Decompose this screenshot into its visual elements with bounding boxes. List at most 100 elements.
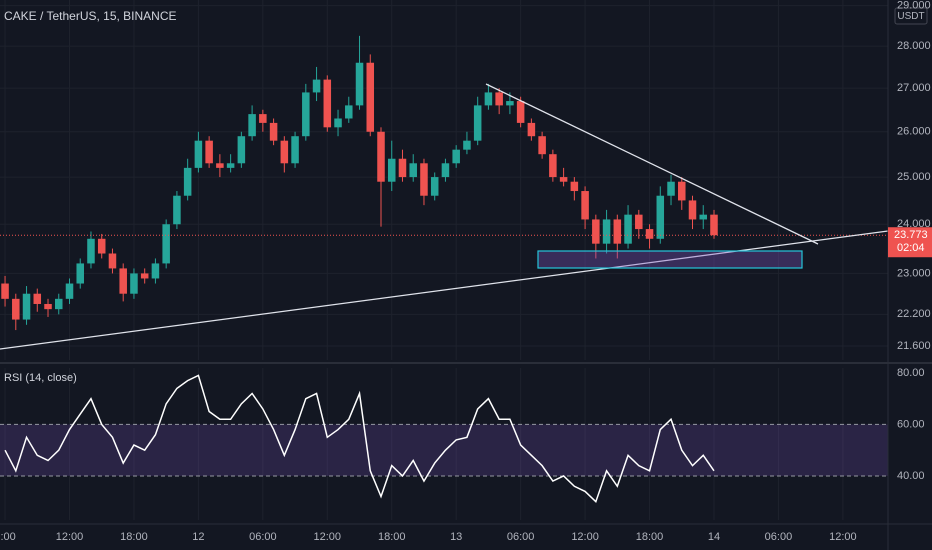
last-price-box [888, 227, 932, 258]
currency-label: USDT [897, 11, 924, 22]
x-tick-label: 6:00 [0, 531, 16, 543]
candle-body [484, 92, 493, 106]
candle-body [366, 62, 375, 132]
y-tick-label: 40.00 [897, 470, 925, 482]
candle-body [559, 177, 568, 182]
candle-body [226, 163, 235, 168]
grid [0, 0, 888, 520]
support-zone[interactable] [537, 250, 803, 269]
candle-body [33, 293, 42, 304]
y-tick-label: 27.000 [897, 82, 931, 94]
y-tick-label: 28.000 [897, 40, 931, 52]
x-tick-label: 18:00 [636, 531, 664, 543]
candle-body [12, 298, 20, 320]
candle-body [173, 195, 181, 225]
candle-body [538, 136, 546, 155]
rsi-line [4, 374, 715, 504]
x-tick-label: 12 [192, 531, 204, 543]
candle-body [656, 195, 665, 239]
candle-body [420, 163, 428, 196]
candle-body [323, 79, 332, 128]
candle-body [645, 229, 654, 239]
candle-body [345, 105, 353, 119]
candle-body [119, 268, 127, 294]
candle-body [527, 122, 536, 137]
candle-body [280, 140, 289, 164]
candle-body [581, 191, 589, 220]
y-tick-label: 24.000 [897, 218, 931, 230]
candle-body [441, 163, 450, 178]
candle-body [65, 283, 74, 299]
candle-body [387, 158, 396, 182]
candle-body [602, 219, 611, 244]
candle-body [108, 253, 117, 269]
candle-body [22, 293, 31, 320]
candle-body [312, 79, 321, 93]
candle-body [302, 92, 310, 137]
candle-body [398, 158, 407, 178]
candle-body [291, 136, 299, 164]
x-tick-label: 14 [708, 531, 720, 543]
x-tick-label: 06:00 [249, 531, 277, 543]
candle-body [1, 283, 9, 299]
candle-body [624, 214, 632, 244]
candle-body [549, 154, 557, 178]
candle-body [667, 181, 675, 196]
candle-body [151, 263, 160, 279]
marks [0, 35, 888, 504]
countdown-label: 02:04 [897, 242, 925, 254]
chart-title: CAKE / TetherUS, 15, BINANCE [4, 9, 177, 23]
x-tick-label: 12:00 [56, 531, 84, 543]
x-tick-label: 06:00 [765, 531, 793, 543]
x-tick-label: 12:00 [314, 531, 342, 543]
candle-body [248, 114, 256, 137]
candle-body [140, 273, 149, 279]
candle-body [130, 273, 138, 294]
candle-body [54, 298, 63, 310]
x-tick-label: 18:00 [378, 531, 406, 543]
y-tick-label: 22.200 [897, 308, 931, 320]
candle-body [678, 181, 686, 201]
y-tick-label: 80.00 [897, 367, 925, 379]
candle-body [259, 114, 267, 123]
candle-body [613, 219, 622, 244]
candle-body [409, 163, 417, 178]
candle-body [506, 101, 514, 106]
candle-body [516, 101, 525, 123]
candle-body [334, 118, 342, 128]
candle-body [44, 303, 52, 310]
candle-body [269, 122, 278, 141]
candle-body [473, 105, 482, 141]
x-tick-label: 13 [450, 531, 462, 543]
candle-body [635, 214, 643, 230]
candle-body [237, 136, 246, 164]
candle-body [592, 219, 600, 244]
x-tick-label: 18:00 [120, 531, 148, 543]
candle-body [430, 177, 439, 196]
currency-box[interactable] [894, 7, 928, 25]
candle-body [97, 238, 106, 254]
candle-body [355, 62, 364, 106]
candle-body [495, 92, 503, 106]
y-tick-label: 21.600 [897, 340, 931, 352]
candle-body [216, 163, 224, 168]
last-price-label: 23.773 [894, 229, 928, 241]
trend-line[interactable] [485, 83, 819, 245]
y-tick-label: 23.000 [897, 267, 931, 279]
candle-body [699, 214, 708, 220]
candle-body [76, 263, 84, 284]
rsi-band [0, 424, 888, 476]
candle-body [183, 167, 192, 196]
x-tick-label: 12:00 [571, 531, 599, 543]
x-tick-label: 12:00 [829, 531, 857, 543]
candle-body [688, 200, 697, 220]
y-tick-label: 60.00 [897, 418, 925, 430]
y-tick-label: 29.000 [897, 0, 931, 11]
candle-body [162, 224, 170, 264]
y-tick-label: 25.000 [897, 171, 931, 183]
candle-body [87, 238, 95, 264]
candle-body [377, 131, 385, 182]
rsi-title: RSI (14, close) [4, 372, 77, 384]
